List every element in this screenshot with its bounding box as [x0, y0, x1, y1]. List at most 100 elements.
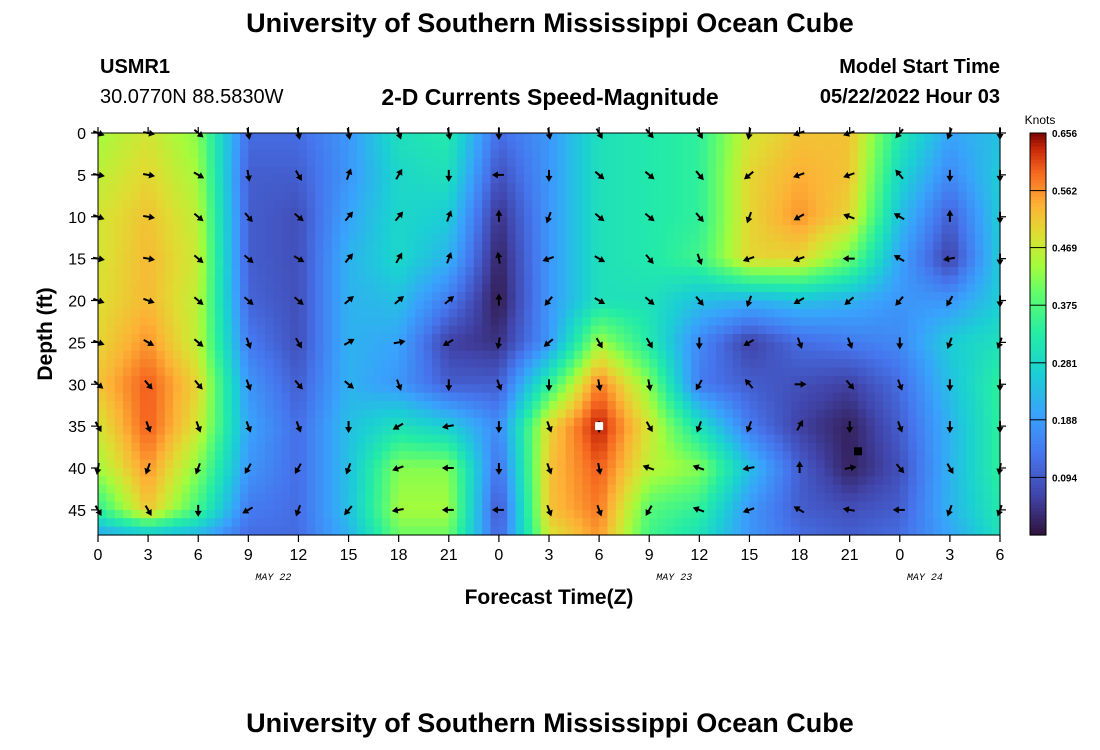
heatmap-cell	[306, 434, 316, 444]
heatmap-cell	[189, 233, 199, 243]
heatmap-cell	[415, 174, 425, 184]
heatmap-cell	[565, 275, 575, 285]
heatmap-cell	[849, 216, 859, 226]
heatmap-cell	[265, 225, 274, 235]
heatmap-cell	[490, 183, 500, 193]
heatmap-cell	[874, 216, 884, 226]
heatmap-cell	[674, 149, 684, 159]
heatmap-cell	[214, 442, 224, 452]
heatmap-cell	[782, 367, 792, 377]
heatmap-cell	[231, 250, 241, 260]
heatmap-cell	[749, 258, 759, 268]
heatmap-cell	[265, 409, 274, 419]
heatmap-cell	[824, 191, 834, 201]
heatmap-cell	[473, 208, 483, 218]
heatmap-cell	[373, 250, 383, 260]
heatmap-cell	[549, 375, 558, 385]
heatmap-cell	[457, 133, 467, 142]
heatmap-cell	[716, 141, 725, 151]
heatmap-cell	[306, 292, 316, 302]
heatmap-cell	[440, 317, 450, 327]
heatmap-cell	[674, 233, 684, 243]
heatmap-cell	[315, 241, 325, 251]
heatmap-cell	[640, 183, 650, 193]
heatmap-cell	[365, 233, 375, 243]
heatmap-cell	[607, 426, 617, 436]
heatmap-cell	[123, 501, 133, 511]
heatmap-cell	[448, 300, 458, 310]
heatmap-cell	[791, 442, 801, 452]
heatmap-cell	[356, 149, 366, 159]
heatmap-cell	[290, 166, 300, 176]
heatmap-cell	[816, 133, 826, 142]
heatmap-cell	[265, 158, 274, 168]
heatmap-cell	[381, 484, 391, 494]
heatmap-cell	[741, 133, 751, 142]
heatmap-cell	[315, 267, 325, 276]
heatmap-cell	[365, 384, 375, 394]
heatmap-cell	[356, 225, 366, 235]
heatmap-cell	[465, 158, 475, 168]
heatmap-cell	[858, 451, 867, 461]
heatmap-cell	[716, 501, 725, 511]
heatmap-cell	[298, 174, 308, 184]
heatmap-cell	[774, 267, 784, 276]
heatmap-cell	[599, 459, 609, 469]
heatmap-cell	[924, 225, 934, 235]
heatmap-cell	[298, 509, 308, 519]
heatmap-cell	[290, 501, 300, 511]
heatmap-cell	[590, 149, 600, 159]
heatmap-cell	[448, 208, 458, 218]
heatmap-cell	[356, 442, 366, 452]
heatmap-cell	[924, 434, 934, 444]
heatmap-cell	[599, 484, 609, 494]
heatmap-cell	[607, 434, 617, 444]
heatmap-cell	[323, 384, 333, 394]
heatmap-cell	[298, 350, 308, 360]
heatmap-cell	[440, 216, 450, 226]
heatmap-cell	[874, 468, 884, 477]
heatmap-cell	[348, 375, 358, 385]
heatmap-cell	[365, 225, 375, 235]
heatmap-cell	[532, 250, 542, 260]
heatmap-cell	[265, 283, 274, 293]
heatmap-cell	[657, 200, 667, 209]
heatmap-cell	[340, 292, 350, 302]
heatmap-cell	[599, 158, 609, 168]
heatmap-cell	[206, 283, 216, 293]
heatmap-cell	[223, 484, 233, 494]
heatmap-cell	[665, 208, 675, 218]
heatmap-cell	[139, 308, 149, 318]
heatmap-cell	[181, 149, 191, 159]
heatmap-cell	[607, 476, 617, 486]
heatmap-cell	[874, 141, 884, 151]
heatmap-cell	[306, 367, 316, 377]
heatmap-cell	[440, 191, 450, 201]
heatmap-cell	[757, 216, 767, 226]
heatmap-cell	[407, 158, 416, 168]
heatmap-cell	[741, 484, 751, 494]
heatmap-cell	[181, 300, 191, 310]
heatmap-cell	[991, 426, 1001, 436]
heatmap-cell	[682, 451, 692, 461]
heatmap-cell	[423, 267, 433, 276]
heatmap-cell	[323, 200, 333, 209]
heatmap-cell	[582, 149, 592, 159]
heatmap-cell	[858, 133, 867, 142]
heatmap-cell	[807, 149, 817, 159]
heatmap-cell	[390, 133, 400, 142]
heatmap-cell	[498, 275, 508, 285]
heatmap-cell	[741, 208, 751, 218]
heatmap-cell	[465, 442, 475, 452]
heatmap-cell	[682, 191, 692, 201]
heatmap-cell	[791, 300, 801, 310]
heatmap-cell	[423, 367, 433, 377]
heatmap-cell	[98, 208, 107, 218]
heatmap-cell	[949, 149, 959, 159]
heatmap-cell	[106, 267, 116, 276]
heatmap-cell	[674, 350, 684, 360]
heatmap-cell	[123, 350, 133, 360]
heatmap-cell	[181, 141, 191, 151]
heatmap-cell	[757, 241, 767, 251]
heatmap-cell	[231, 493, 241, 503]
